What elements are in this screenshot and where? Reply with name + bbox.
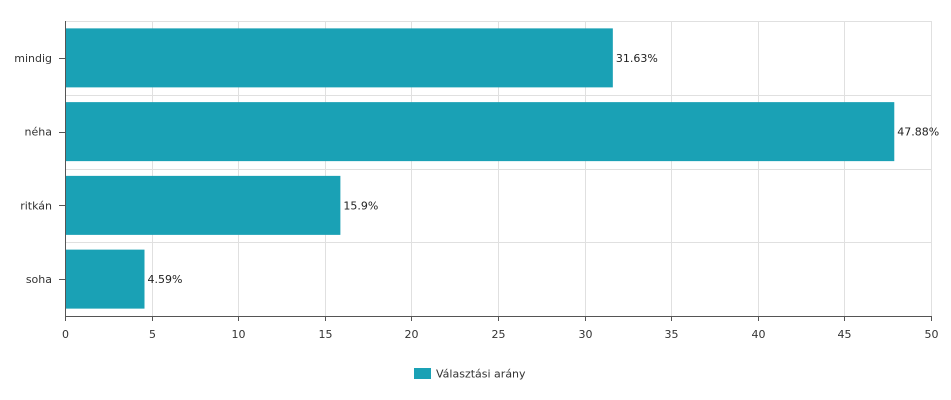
bars: [65, 28, 895, 309]
y-tick-label: ritkán: [20, 199, 52, 212]
legend-swatch[interactable]: [414, 368, 431, 379]
bar-ritkán[interactable]: [65, 175, 341, 235]
x-tick-label: 35: [665, 328, 679, 341]
bar-soha[interactable]: [65, 249, 145, 309]
bar-néha[interactable]: [65, 102, 895, 162]
x-tick-label: 20: [405, 328, 419, 341]
x-tick-label: 15: [319, 328, 333, 341]
x-tick-label: 45: [838, 328, 852, 341]
axes: [59, 21, 932, 321]
data-label: 31.63%: [616, 52, 658, 65]
y-tick-label: néha: [25, 126, 52, 139]
x-tick-label: 50: [925, 328, 939, 341]
x-tick-label: 0: [62, 328, 69, 341]
data-label: 47.88%: [897, 126, 939, 139]
x-tick-label: 30: [579, 328, 593, 341]
data-label: 4.59%: [147, 273, 182, 286]
labels: 31.63% mindig 47.88% néha 15.9% ritkán 4.59% so…: [14, 52, 939, 341]
legend-label[interactable]: Választási arány: [436, 368, 526, 381]
x-tick-label: 5: [149, 328, 156, 341]
y-tick-label: mindig: [14, 52, 52, 65]
legend[interactable]: Választási arány: [414, 368, 526, 381]
bar-mindig[interactable]: [65, 28, 613, 88]
x-tick-label: 10: [232, 328, 246, 341]
y-tick-label: soha: [26, 273, 52, 286]
data-label: 15.9%: [343, 199, 378, 212]
x-tick-label: 40: [752, 328, 766, 341]
x-tick-label: 25: [492, 328, 506, 341]
